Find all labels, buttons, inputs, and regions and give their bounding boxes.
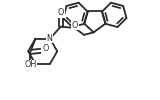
- Text: O: O: [58, 8, 64, 17]
- Text: OH: OH: [24, 60, 36, 70]
- Text: N: N: [46, 34, 52, 42]
- Text: O: O: [72, 21, 78, 30]
- Text: O: O: [42, 44, 48, 53]
